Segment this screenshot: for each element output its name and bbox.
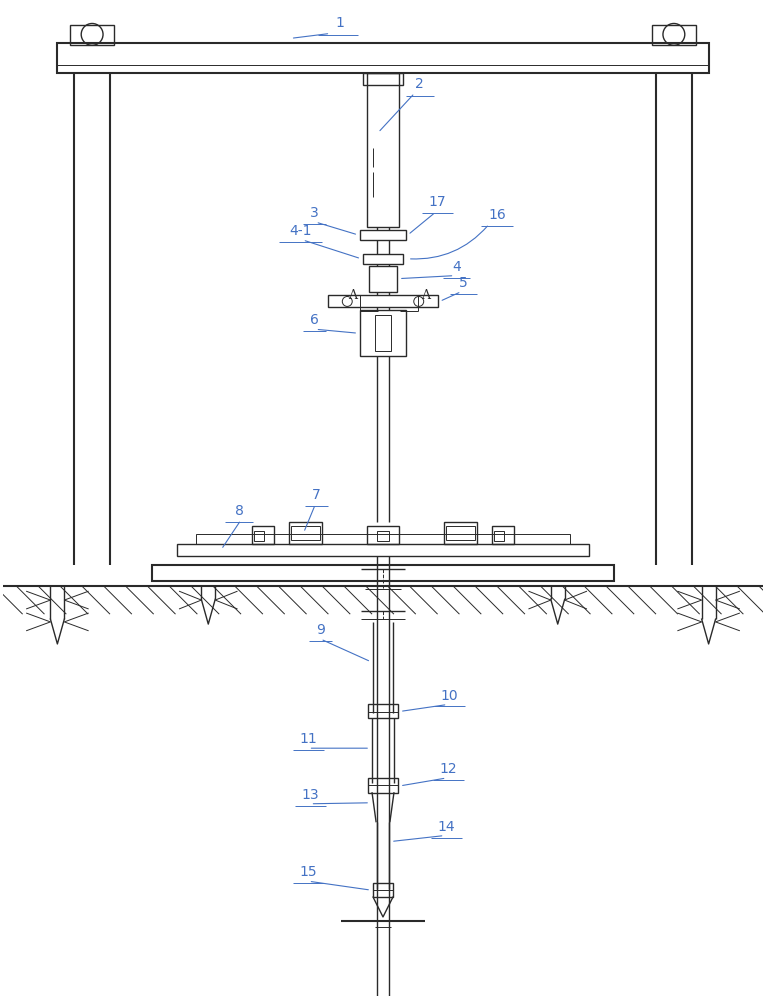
Bar [367,73,399,227]
Text: 4-1: 4-1 [290,224,312,238]
Bar [70,25,114,45]
Text: 6: 6 [310,313,319,327]
Bar [363,73,403,85]
Text: A: A [348,289,357,302]
Bar [493,526,514,544]
Text: 7: 7 [312,488,321,502]
Bar [252,526,273,544]
Text: 10: 10 [440,689,458,703]
Text: 4: 4 [452,260,461,274]
Text: 11: 11 [300,732,317,746]
Bar [290,526,320,540]
Bar [368,704,398,718]
Bar [367,526,399,544]
Bar [57,43,709,73]
Bar [373,883,393,897]
Bar [360,310,406,356]
Text: 1: 1 [336,16,345,30]
Bar [377,531,389,541]
Bar [152,565,614,581]
Bar [446,526,476,540]
Text: 3: 3 [310,206,319,220]
Bar [368,778,398,793]
Text: 15: 15 [300,865,317,879]
Text: 16: 16 [488,208,506,222]
Bar [369,266,397,292]
Text: 17: 17 [429,195,447,209]
Text: 13: 13 [302,788,319,802]
Bar [494,531,504,541]
Bar [360,230,406,240]
Bar [176,544,590,556]
Text: 12: 12 [440,762,457,776]
Bar [444,522,477,544]
Text: 2: 2 [415,77,424,91]
Text: 8: 8 [234,504,244,518]
Bar [363,254,403,264]
Bar [254,531,264,541]
Text: 14: 14 [437,820,455,834]
Bar [375,315,391,351]
Bar [329,295,437,307]
Text: 9: 9 [316,623,325,637]
Bar [196,534,570,544]
Bar [289,522,322,544]
Text: 5: 5 [459,276,468,290]
Bar [652,25,696,45]
Text: A: A [421,289,430,302]
